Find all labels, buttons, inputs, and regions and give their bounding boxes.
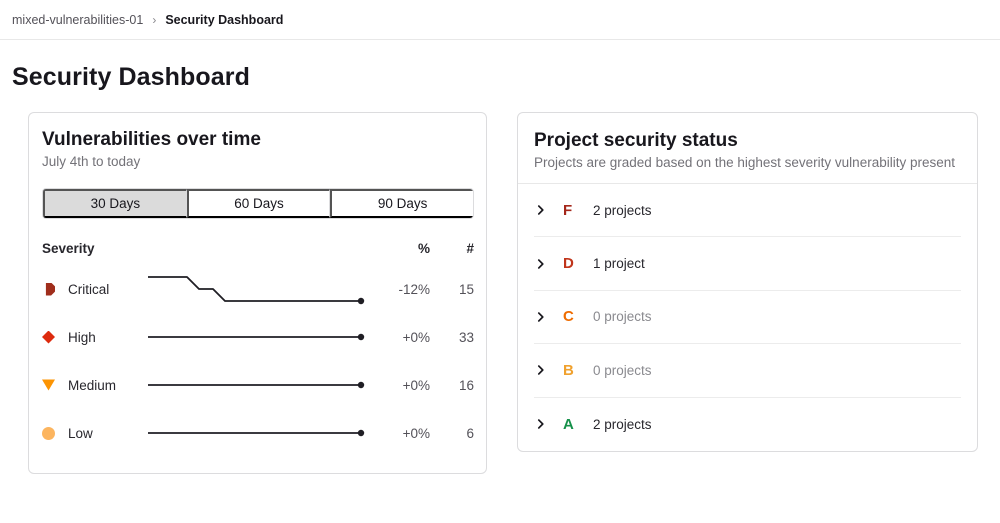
- severity-medium-icon: [42, 379, 55, 392]
- severity-label: Low: [68, 426, 93, 441]
- low-count: 6: [430, 426, 474, 441]
- header-percent: %: [367, 241, 430, 256]
- status-card-header: Project security status Projects are gra…: [518, 113, 977, 184]
- severity-cell: Critical: [42, 282, 147, 297]
- critical-percent-change: -12%: [367, 282, 430, 297]
- breadcrumb-separator-icon: ›: [152, 13, 156, 27]
- grade-row-c[interactable]: C 0 projects: [534, 291, 961, 344]
- severity-critical-icon: [42, 283, 55, 296]
- breadcrumb-project-link[interactable]: mixed-vulnerabilities-01: [12, 13, 143, 27]
- grade-badge-c: C: [563, 308, 578, 325]
- vuln-card-title: Vulnerabilities over time: [42, 129, 473, 151]
- dashboard-cards: Vulnerabilities over time July 4th to to…: [0, 112, 1000, 474]
- vulnerabilities-over-time-card: Vulnerabilities over time July 4th to to…: [28, 112, 487, 474]
- critical-sparkline: [147, 267, 367, 311]
- breadcrumb: mixed-vulnerabilities-01 › Security Dash…: [0, 0, 1000, 40]
- low-sparkline: [147, 411, 367, 455]
- medium-sparkline: [147, 363, 367, 407]
- severity-cell: Low: [42, 426, 147, 441]
- grade-rows: F 2 projects D 1 project C 0 projects: [518, 184, 977, 451]
- medium-percent-change: +0%: [367, 378, 430, 393]
- grade-project-count: 1 project: [593, 256, 645, 271]
- severity-cell: High: [42, 330, 147, 345]
- table-row-low: Low +0% 6: [42, 409, 474, 457]
- vuln-card-subtitle: July 4th to today: [42, 154, 473, 169]
- grade-row-a[interactable]: A 2 projects: [534, 398, 961, 451]
- breadcrumb-current-link[interactable]: Security Dashboard: [165, 13, 283, 27]
- header-severity: Severity: [42, 241, 147, 256]
- grade-project-count: 2 projects: [593, 203, 652, 218]
- grade-badge-b: B: [563, 362, 578, 379]
- chevron-right-icon[interactable]: [534, 203, 548, 217]
- project-security-status-card: Project security status Projects are gra…: [517, 112, 978, 452]
- chevron-right-icon[interactable]: [534, 363, 548, 377]
- severity-low-icon: [42, 427, 55, 440]
- grade-badge-d: D: [563, 255, 578, 272]
- grade-badge-a: A: [563, 416, 578, 433]
- high-percent-change: +0%: [367, 330, 430, 345]
- status-card-subtitle: Projects are graded based on the highest…: [534, 155, 961, 170]
- severity-label: Critical: [68, 282, 109, 297]
- high-count: 33: [430, 330, 474, 345]
- page-title: Security Dashboard: [0, 63, 1000, 92]
- grade-project-count: 2 projects: [593, 417, 652, 432]
- grade-badge-f: F: [563, 202, 578, 219]
- severity-table-header: Severity % #: [42, 231, 474, 265]
- medium-count: 16: [430, 378, 474, 393]
- header-count: #: [430, 241, 474, 256]
- severity-label: Medium: [68, 378, 116, 393]
- table-row-medium: Medium +0% 16: [42, 361, 474, 409]
- grade-row-d[interactable]: D 1 project: [534, 237, 961, 290]
- table-row-high: High +0% 33: [42, 313, 474, 361]
- status-card-title: Project security status: [534, 130, 961, 152]
- severity-high-icon: [42, 331, 55, 344]
- days-segmented-control: 30 Days 60 Days 90 Days: [42, 188, 474, 219]
- chevron-right-icon[interactable]: [534, 310, 548, 324]
- tab-90-days[interactable]: 90 Days: [330, 189, 473, 218]
- low-percent-change: +0%: [367, 426, 430, 441]
- tab-60-days[interactable]: 60 Days: [187, 189, 331, 218]
- grade-project-count: 0 projects: [593, 363, 652, 378]
- critical-count: 15: [430, 282, 474, 297]
- chevron-right-icon[interactable]: [534, 257, 548, 271]
- chevron-right-icon[interactable]: [534, 417, 548, 431]
- severity-label: High: [68, 330, 96, 345]
- grade-row-f[interactable]: F 2 projects: [534, 184, 961, 237]
- grade-row-b[interactable]: B 0 projects: [534, 344, 961, 397]
- high-sparkline: [147, 315, 367, 359]
- table-row-critical: Critical -12% 15: [42, 265, 474, 313]
- tab-30-days[interactable]: 30 Days: [43, 189, 187, 218]
- severity-trend-table: Severity % # Critical -12% 15 High: [42, 231, 474, 457]
- grade-project-count: 0 projects: [593, 309, 652, 324]
- severity-cell: Medium: [42, 378, 147, 393]
